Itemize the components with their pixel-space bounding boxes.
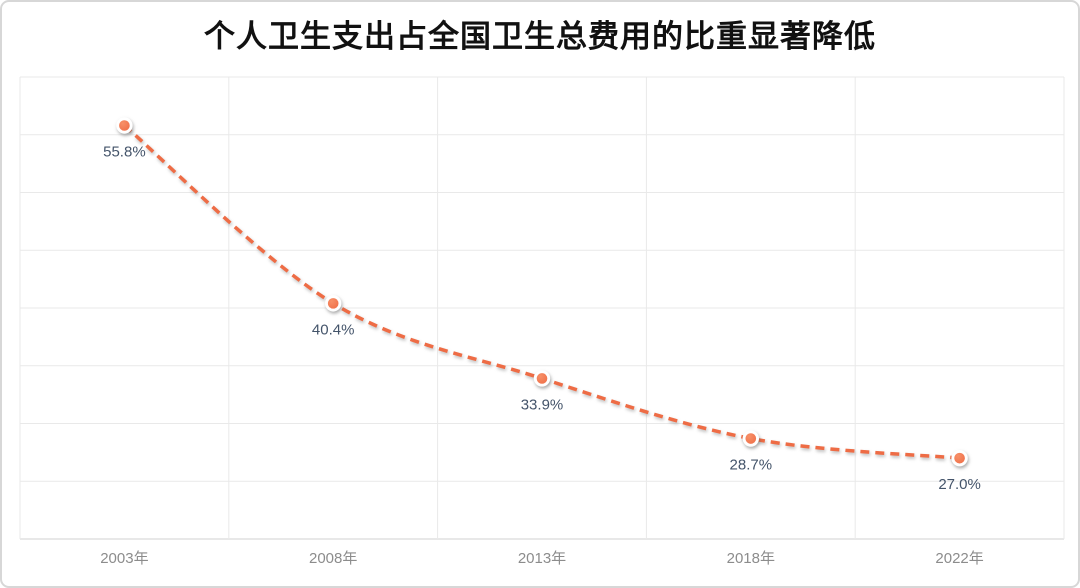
x-axis-label: 2003年 xyxy=(100,550,148,567)
data-point-marker xyxy=(327,298,339,309)
chart-title: 个人卫生支出占全国卫生总费用的比重显著降低 xyxy=(204,19,876,54)
data-label: 40.4% xyxy=(312,321,355,338)
data-point-marker xyxy=(745,433,757,444)
data-label: 27.0% xyxy=(938,476,981,493)
x-axis-label: 2008年 xyxy=(309,550,357,567)
data-label: 33.9% xyxy=(521,396,564,413)
data-point-marker xyxy=(119,120,130,131)
x-axis-label: 2018年 xyxy=(727,550,775,567)
x-axis-label: 2022年 xyxy=(935,550,983,567)
data-label: 28.7% xyxy=(730,457,773,474)
data-point-marker xyxy=(536,373,548,384)
x-axis-label: 2013年 xyxy=(518,550,566,567)
data-point-marker xyxy=(954,452,965,464)
data-label: 55.8% xyxy=(103,144,146,161)
